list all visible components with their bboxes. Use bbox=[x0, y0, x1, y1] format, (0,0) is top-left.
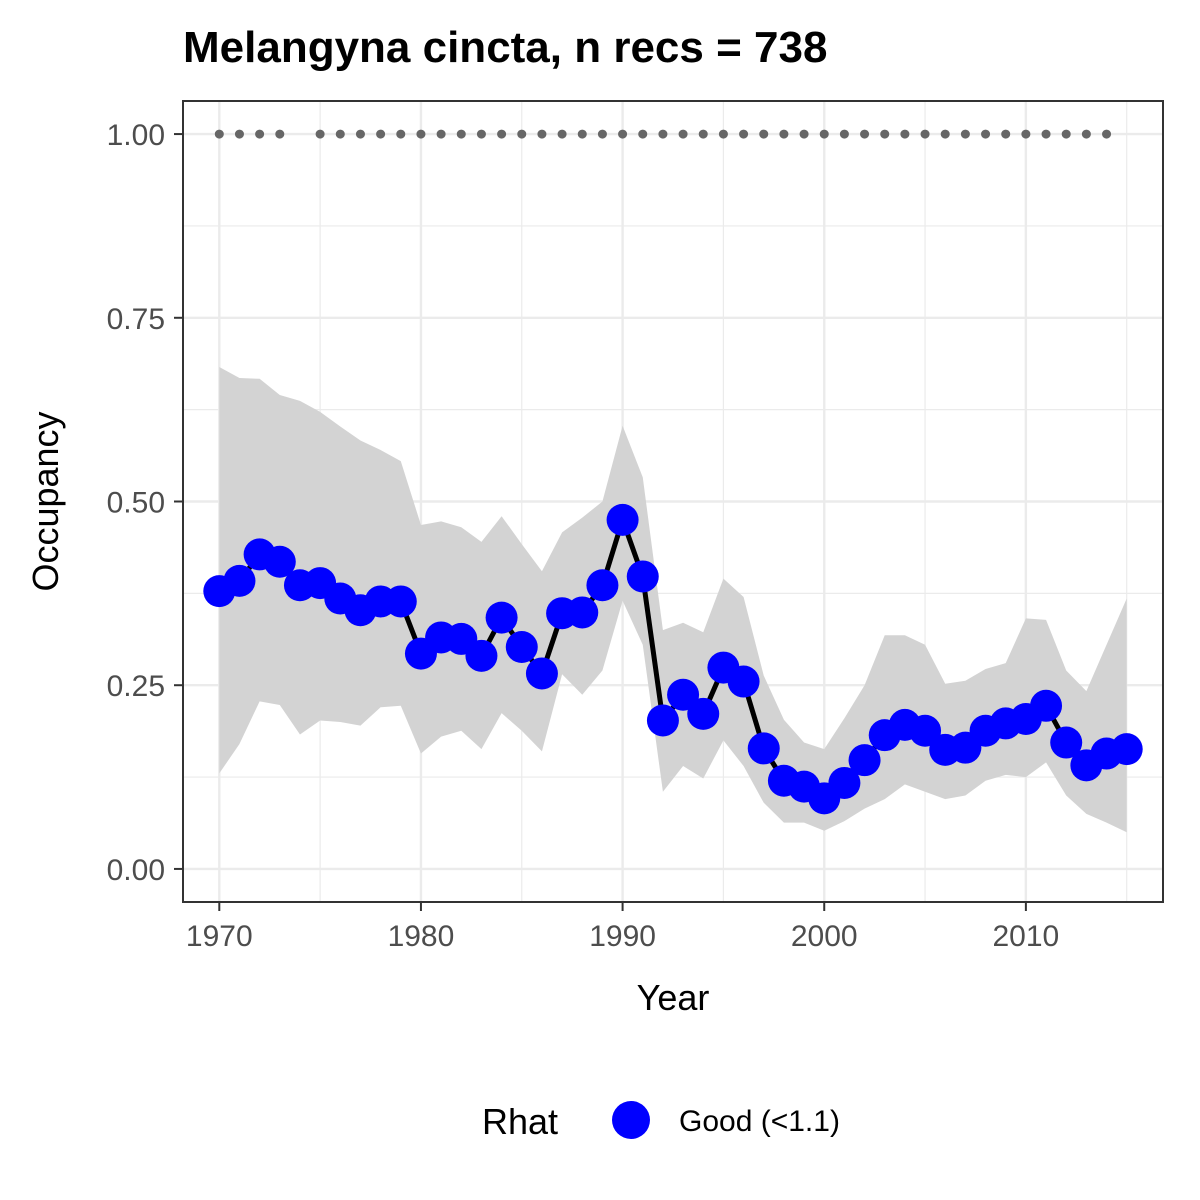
data-year-dot bbox=[860, 129, 870, 139]
occupancy-point bbox=[646, 704, 679, 737]
data-year-dot bbox=[537, 129, 547, 139]
data-year-dot bbox=[577, 129, 587, 139]
occupancy-point bbox=[566, 596, 599, 629]
occupancy-point bbox=[606, 503, 639, 536]
occupancy-point bbox=[384, 585, 417, 618]
y-tick-label: 0.25 bbox=[107, 670, 165, 703]
y-axis-title: Occupancy bbox=[25, 411, 66, 591]
data-year-dot bbox=[436, 129, 446, 139]
legend-label-good: Good (<1.1) bbox=[679, 1105, 840, 1138]
data-year-dot bbox=[900, 129, 910, 139]
x-tick-label: 2010 bbox=[993, 920, 1060, 953]
y-axis: 0.00 0.25 0.50 0.75 1.00 bbox=[107, 119, 183, 887]
y-tick-label: 0.00 bbox=[107, 854, 165, 887]
data-year-dot bbox=[255, 129, 265, 139]
data-year-dot bbox=[315, 129, 325, 139]
legend: Rhat Good (<1.1) bbox=[482, 1101, 840, 1142]
occupancy-point bbox=[485, 601, 518, 634]
x-tick-label: 1970 bbox=[186, 920, 253, 953]
data-year-dot bbox=[1061, 129, 1071, 139]
data-year-dot bbox=[880, 129, 890, 139]
data-year-dot bbox=[839, 129, 849, 139]
chart-title: Melangyna cincta, n recs = 738 bbox=[183, 23, 827, 72]
data-year-dot bbox=[517, 129, 527, 139]
data-year-dot bbox=[981, 129, 991, 139]
data-year-dot bbox=[275, 129, 285, 139]
occupancy-point bbox=[223, 564, 256, 597]
legend-title: Rhat bbox=[482, 1101, 558, 1142]
data-year-dot bbox=[335, 129, 345, 139]
data-year-dot bbox=[678, 129, 688, 139]
data-year-dot bbox=[476, 129, 486, 139]
occupancy-point bbox=[687, 697, 720, 730]
occupancy-points-layer bbox=[203, 503, 1143, 815]
data-year-dot bbox=[497, 129, 507, 139]
data-year-dot bbox=[1021, 129, 1031, 139]
data-year-dot bbox=[214, 129, 224, 139]
occupancy-point bbox=[505, 631, 538, 664]
data-year-dot bbox=[234, 129, 244, 139]
data-year-dot bbox=[1041, 129, 1051, 139]
data-year-dot bbox=[759, 129, 769, 139]
data-year-dot bbox=[658, 129, 668, 139]
occupancy-point bbox=[1110, 733, 1143, 766]
data-year-dot bbox=[940, 129, 950, 139]
y-tick-label: 0.75 bbox=[107, 303, 165, 336]
data-year-dot bbox=[638, 129, 648, 139]
x-tick-label: 1990 bbox=[589, 920, 656, 953]
data-years-layer bbox=[214, 129, 1112, 139]
data-year-dot bbox=[1001, 129, 1011, 139]
data-year-dot bbox=[396, 129, 406, 139]
data-year-dot bbox=[799, 129, 809, 139]
data-year-dot bbox=[698, 129, 708, 139]
occupancy-point bbox=[727, 665, 760, 698]
x-axis-title: Year bbox=[637, 977, 710, 1018]
occupancy-point bbox=[626, 560, 659, 593]
x-axis: 1970 1980 1990 2000 2010 bbox=[186, 902, 1059, 953]
data-year-dot bbox=[718, 129, 728, 139]
occupancy-point bbox=[909, 714, 942, 747]
data-year-dot bbox=[456, 129, 466, 139]
data-year-dot bbox=[416, 129, 426, 139]
occupancy-point bbox=[1050, 726, 1083, 759]
occupancy-point bbox=[747, 732, 780, 765]
legend-key-good bbox=[612, 1101, 650, 1139]
occupancy-point bbox=[525, 657, 558, 690]
data-year-dot bbox=[779, 129, 789, 139]
occupancy-point bbox=[1030, 689, 1063, 722]
data-year-dot bbox=[819, 129, 829, 139]
x-tick-label: 1980 bbox=[388, 920, 455, 953]
data-year-dot bbox=[920, 129, 930, 139]
occupancy-point bbox=[828, 766, 861, 799]
data-year-dot bbox=[355, 129, 365, 139]
data-year-dot bbox=[1102, 129, 1112, 139]
occupancy-point bbox=[667, 678, 700, 711]
y-tick-label: 0.50 bbox=[107, 487, 165, 520]
x-tick-label: 2000 bbox=[791, 920, 858, 953]
y-tick-label: 1.00 bbox=[107, 119, 165, 152]
occupancy-point bbox=[848, 744, 881, 777]
data-year-dot bbox=[557, 129, 567, 139]
occupancy-point bbox=[586, 569, 619, 602]
data-year-dot bbox=[597, 129, 607, 139]
data-year-dot bbox=[376, 129, 386, 139]
occupancy-point bbox=[263, 545, 296, 578]
data-year-dot bbox=[1081, 129, 1091, 139]
data-year-dot bbox=[618, 129, 628, 139]
occupancy-point bbox=[465, 639, 498, 672]
data-year-dot bbox=[960, 129, 970, 139]
data-year-dot bbox=[739, 129, 749, 139]
